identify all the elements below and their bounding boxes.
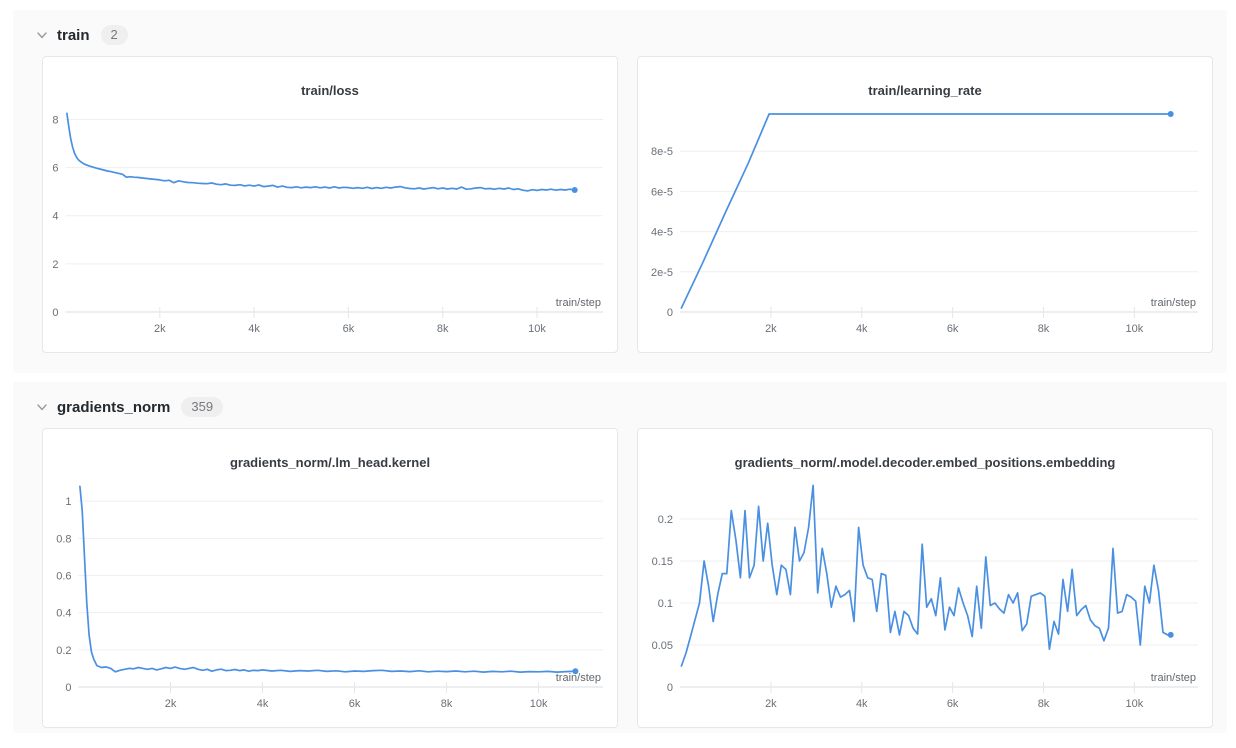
embed-positions-chart: 0 0.05 0.1 0.15 0.2 2k 4k 6k 8k 10k train/step <box>652 484 1198 710</box>
section-title: gradients_norm <box>57 398 171 416</box>
svg-text:8e-5: 8e-5 <box>651 146 673 158</box>
charts-row: gradients_norm/.lm_head.kernel 0 0.2 0.4 0.… <box>13 428 1227 728</box>
svg-text:6e-5: 6e-5 <box>651 186 673 198</box>
svg-text:train/step: train/step <box>1151 672 1196 684</box>
svg-text:4k: 4k <box>856 698 868 710</box>
svg-text:8: 8 <box>52 114 58 126</box>
chevron-down-icon[interactable] <box>36 401 48 413</box>
svg-text:10k: 10k <box>528 323 546 335</box>
section-title: train <box>57 26 90 44</box>
svg-text:6k: 6k <box>349 698 361 710</box>
svg-text:4e-5: 4e-5 <box>651 227 673 239</box>
chart-title: train/loss <box>301 83 359 98</box>
section-train: train 2 train/loss 0 2 4 6 8 2k 4k 6k 8k 10k train… <box>13 10 1227 373</box>
svg-text:8k: 8k <box>437 323 449 335</box>
svg-text:0.6: 0.6 <box>56 570 71 582</box>
chevron-down-icon[interactable] <box>36 29 48 41</box>
svg-text:6k: 6k <box>947 323 959 335</box>
svg-text:8k: 8k <box>1038 698 1050 710</box>
svg-text:train/step: train/step <box>556 672 601 684</box>
svg-text:0.2: 0.2 <box>658 514 673 526</box>
svg-text:8k: 8k <box>1038 323 1050 335</box>
section-header-gradients-norm[interactable]: gradients_norm 359 <box>13 382 1227 428</box>
lm-head-kernel-chart: 0 0.2 0.4 0.6 0.8 1 2k 4k 6k 8k 10k train/step <box>56 485 603 710</box>
svg-text:0.4: 0.4 <box>56 608 71 620</box>
svg-text:0.05: 0.05 <box>652 640 673 652</box>
panel-count-badge: 2 <box>100 25 128 45</box>
train-loss-chart: 0 2 4 6 8 2k 4k 6k 8k 10k train/step <box>52 112 603 335</box>
svg-text:train/step: train/step <box>1151 297 1196 309</box>
chart-card-lm-head-kernel[interactable]: gradients_norm/.lm_head.kernel 0 0.2 0.4 0.… <box>42 428 618 728</box>
svg-text:6k: 6k <box>343 323 355 335</box>
svg-text:2e-5: 2e-5 <box>651 267 673 279</box>
chart-card-embed-positions[interactable]: gradients_norm/.model.decoder.embed_posi… <box>637 428 1213 728</box>
svg-text:6: 6 <box>52 163 58 175</box>
chart-card-train-loss[interactable]: train/loss 0 2 4 6 8 2k 4k 6k 8k 10k train/step <box>42 56 618 353</box>
svg-text:2k: 2k <box>765 323 777 335</box>
section-gradients-norm: gradients_norm 359 gradients_norm/.lm_he… <box>13 382 1227 733</box>
charts-row: train/loss 0 2 4 6 8 2k 4k 6k 8k 10k train/step tr… <box>13 56 1227 353</box>
svg-text:4k: 4k <box>856 323 868 335</box>
section-header-train[interactable]: train 2 <box>13 10 1227 56</box>
svg-text:4: 4 <box>52 211 58 223</box>
svg-text:10k: 10k <box>530 698 548 710</box>
svg-text:2: 2 <box>52 259 58 271</box>
chart-title: gradients_norm/.model.decoder.embed_posi… <box>734 455 1116 470</box>
svg-text:0: 0 <box>667 682 673 694</box>
chart-title: train/learning_rate <box>868 83 982 98</box>
metrics-dashboard: { "colors": { "accent": "#4a90e2", "grid… <box>0 10 1236 748</box>
svg-text:10k: 10k <box>1126 323 1144 335</box>
svg-text:train/step: train/step <box>556 297 601 309</box>
svg-text:0: 0 <box>52 307 58 319</box>
svg-text:0.15: 0.15 <box>652 556 673 568</box>
svg-text:2k: 2k <box>165 698 177 710</box>
svg-text:0: 0 <box>667 307 673 319</box>
svg-text:0.1: 0.1 <box>658 598 673 610</box>
svg-text:2k: 2k <box>765 698 777 710</box>
svg-text:2k: 2k <box>154 323 166 335</box>
svg-text:8k: 8k <box>441 698 453 710</box>
svg-text:1: 1 <box>65 496 71 508</box>
panel-count-badge: 359 <box>181 397 224 417</box>
svg-text:10k: 10k <box>1126 698 1144 710</box>
train-learning-rate-chart: 0 2e-5 4e-5 6e-5 8e-5 2k 4k 6k 8k 10k train/step <box>651 111 1198 335</box>
svg-text:0: 0 <box>65 682 71 694</box>
svg-text:0.8: 0.8 <box>56 533 71 545</box>
svg-text:4k: 4k <box>248 323 260 335</box>
chart-card-train-learning-rate[interactable]: train/learning_rate 0 2e-5 4e-5 6e-5 8e-5 2k 4… <box>637 56 1213 353</box>
chart-title: gradients_norm/.lm_head.kernel <box>229 455 431 470</box>
svg-text:6k: 6k <box>947 698 959 710</box>
svg-text:4k: 4k <box>257 698 269 710</box>
svg-text:0.2: 0.2 <box>56 645 71 657</box>
